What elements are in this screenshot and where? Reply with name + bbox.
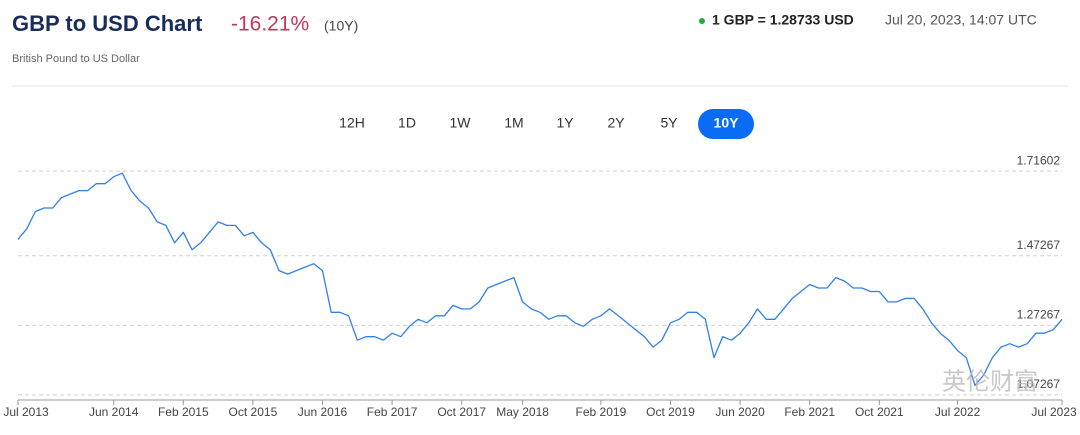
x-tick-label: Oct 2017 [437,405,486,419]
change: -16.21% [231,13,309,36]
rate: 1 GBP = 1.28733 USD [712,12,854,28]
period: (10Y) [324,18,358,34]
x-tick-label: Feb 2017 [367,405,418,419]
title: GBP to USD Chart [12,11,203,36]
x-tick-label: Oct 2015 [229,405,278,419]
x-tick-label: Jul 2022 [935,405,981,419]
watermark: 英伦财富 [942,368,1038,395]
x-tick-label: May 2018 [496,405,549,419]
x-tick-label: Feb 2015 [158,405,209,419]
x-tick-label: Jul 2023 [1031,405,1077,419]
range-button[interactable]: 2Y [607,115,625,131]
range-button-active[interactable] [698,109,754,139]
range-button[interactable]: 1Y [556,115,574,131]
y-tick-label: 1.47267 [1017,238,1061,252]
plot: 1.71602 1.47267 1.27267 1.07267 Jul 2013 Jun … [3,153,1077,419]
range-button[interactable]: 10Y [714,115,740,131]
x-tick-label: Jun 2016 [298,405,348,419]
y-tick-label: 1.07267 [1017,377,1061,391]
range-button[interactable]: 1W [450,115,472,131]
x-tick-label: Feb 2021 [784,405,835,419]
x-tick-label: Oct 2021 [855,405,904,419]
range-button[interactable]: 1D [398,115,416,131]
price-line [17,172,1063,387]
range-button[interactable]: 1M [504,115,523,131]
x-tick-label: Jun 2014 [89,405,139,419]
range-buttons: 12H 1D 1W 1M 1Y 2Y 5Y 10Y [339,109,754,139]
range-button[interactable]: 5Y [660,115,678,131]
x-tick-label: Jul 2013 [3,405,49,419]
y-tick-label: 1.27267 [1017,308,1061,322]
range-button[interactable]: 12H [339,115,365,131]
x-tick-label: Oct 2019 [646,405,695,419]
subtitle: British Pound to US Dollar [12,53,140,65]
timestamp: Jul 20, 2023, 14:07 UTC [885,12,1037,28]
status-dot [699,18,705,24]
y-tick-label: 1.71602 [1017,153,1061,167]
x-tick-label: Feb 2019 [576,405,627,419]
x-tick-label: Jun 2020 [715,405,765,419]
